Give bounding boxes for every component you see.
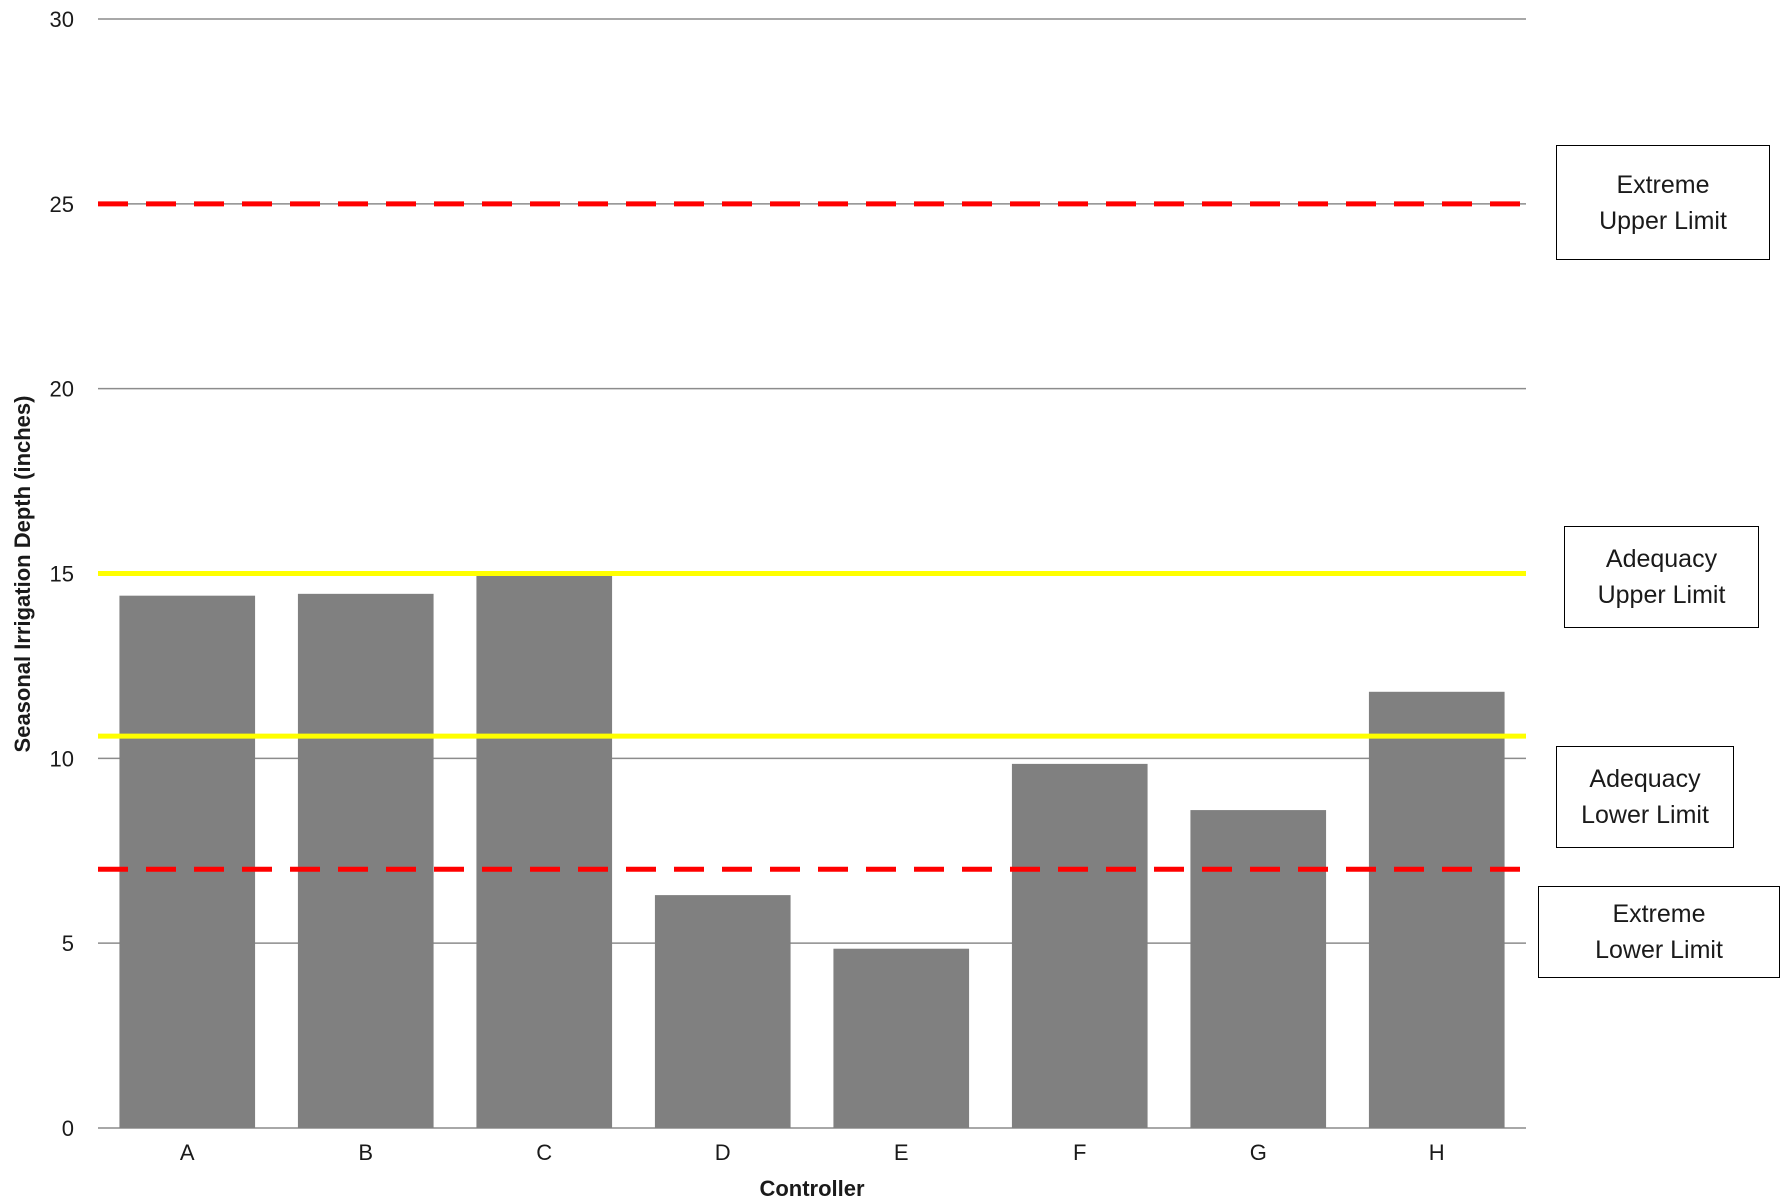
x-tick-label: A [180, 1140, 195, 1165]
x-tick-label: F [1073, 1140, 1086, 1165]
bar-d [654, 895, 791, 1128]
y-tick-label: 5 [62, 931, 74, 956]
bar-b [297, 593, 434, 1128]
y-tick-label: 10 [50, 746, 74, 771]
y-tick-label: 25 [50, 192, 74, 217]
x-tick-label: B [358, 1140, 373, 1165]
y-tick-label: 20 [50, 377, 74, 402]
y-tick-label: 30 [50, 7, 74, 32]
bar-f [1011, 763, 1148, 1128]
bar-g [1190, 810, 1327, 1128]
x-tick-label: H [1429, 1140, 1445, 1165]
adequacy-upper-limit-label: Adequacy Upper Limit [1564, 526, 1759, 628]
extreme-lower-limit-label: Extreme Lower Limit [1538, 886, 1780, 978]
x-tick-labels: A B C D E F G H [180, 1140, 1445, 1165]
y-tick-labels: 0 5 10 15 20 25 30 [50, 7, 74, 1141]
bar-e [833, 948, 970, 1128]
bar-c [476, 573, 613, 1128]
y-axis-title: Seasonal Irrigation Depth (inches) [10, 396, 35, 753]
x-tick-label: E [894, 1140, 909, 1165]
bar-h [1368, 691, 1505, 1128]
reference-lines [98, 201, 1526, 872]
bars [119, 573, 1505, 1128]
extreme-upper-limit-label: Extreme Upper Limit [1556, 145, 1770, 260]
x-axis-title: Controller [759, 1176, 865, 1201]
x-tick-label: C [536, 1140, 552, 1165]
adequacy-lower-limit-label: Adequacy Lower Limit [1556, 746, 1734, 848]
bar-a [119, 595, 256, 1128]
x-tick-label: D [715, 1140, 731, 1165]
y-tick-label: 15 [50, 562, 74, 587]
y-tick-label: 0 [62, 1116, 74, 1141]
x-tick-label: G [1250, 1140, 1267, 1165]
